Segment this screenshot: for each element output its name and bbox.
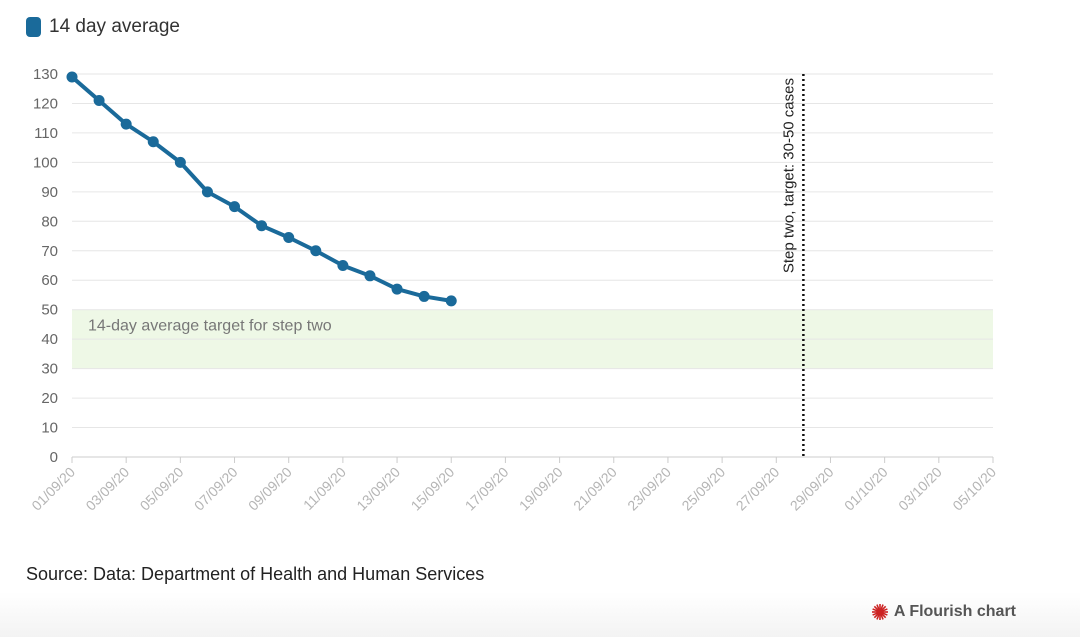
data-point [66,71,78,83]
x-tick-label: 17/09/20 [462,464,512,514]
y-tick-label: 10 [41,420,58,437]
data-point [364,270,376,282]
reference-line-label: Step two, target: 30-50 cases [780,78,797,273]
data-point [229,201,241,213]
x-tick-label: 01/10/20 [841,464,891,514]
y-tick-label: 80 [41,213,58,230]
y-tick-label: 0 [50,449,58,466]
data-point [147,136,159,148]
x-tick-label: 03/10/20 [895,464,945,514]
data-point [418,290,430,302]
band-label: 14-day average target for step two [88,317,332,334]
x-tick-label: 05/10/20 [949,464,999,514]
x-tick-label: 21/09/20 [570,464,620,514]
legend-label: 14 day average [49,16,180,37]
burst-center [876,608,884,616]
data-point [174,156,186,168]
y-tick-label: 130 [33,66,58,83]
x-tick-label: 09/09/20 [245,464,295,514]
y-tick-label: 50 [41,302,58,319]
legend[interactable]: 14 day average [26,16,180,38]
y-tick-label: 120 [33,95,58,112]
x-tick-label: 25/09/20 [678,464,728,514]
y-tick-label: 20 [41,390,58,407]
data-point [93,95,105,107]
x-tick-label: 29/09/20 [787,464,837,514]
series-line [70,74,454,303]
source-note: Source: Data: Department of Health and H… [26,564,485,584]
x-tick-label: 05/09/20 [137,464,187,514]
y-tick-label: 90 [41,184,58,201]
data-point [120,118,132,130]
data-point [283,232,295,244]
data-point [201,186,213,198]
footer-bar [0,592,1080,637]
data-point [310,245,322,257]
x-tick-label: 03/09/20 [82,464,132,514]
flourish-burst-icon [871,604,888,620]
y-tick-label: 100 [33,154,58,171]
y-tick-label: 70 [41,243,58,260]
data-point [391,283,403,295]
line-chart: 0 10 20 30 40 50 60 70 80 90 100 110 120 130 14-day av… [28,66,999,514]
y-tick-label: 40 [41,331,58,348]
x-tick-label: 23/09/20 [624,464,674,514]
data-point [445,295,457,307]
x-tick-label: 01/09/20 [28,464,78,514]
x-tick-label: 15/09/20 [408,464,458,514]
y-tick-label: 60 [41,272,58,289]
y-tick-label: 30 [41,361,58,378]
credit-label: A Flourish chart [893,603,1016,620]
data-point [256,220,268,232]
x-tick-label: 11/09/20 [300,464,349,513]
data-point [337,260,349,271]
y-tick-label: 110 [34,125,58,142]
x-tick-label: 27/09/20 [733,464,783,514]
x-tick-label: 13/09/20 [353,464,403,514]
x-tick-label: 07/09/20 [191,464,241,514]
x-tick-label: 19/09/20 [516,464,566,514]
legend-swatch [26,17,41,37]
flourish-credit[interactable]: A Flourish chart [871,603,1016,621]
